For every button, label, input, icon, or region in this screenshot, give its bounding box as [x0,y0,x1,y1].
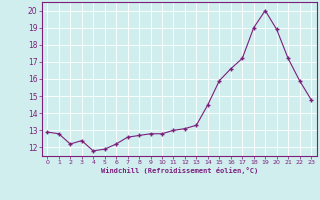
X-axis label: Windchill (Refroidissement éolien,°C): Windchill (Refroidissement éolien,°C) [100,167,258,174]
